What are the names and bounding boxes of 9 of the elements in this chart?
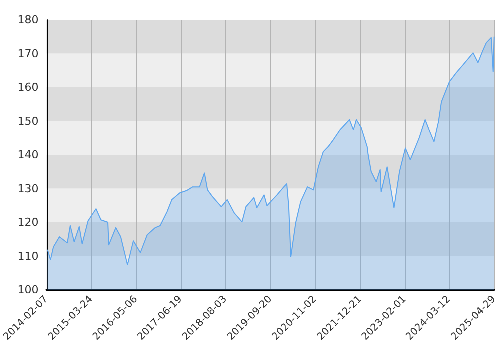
y-tick-label: 140 [18,148,39,162]
y-tick-label: 130 [18,182,39,196]
y-tick-label: 150 [18,114,39,128]
y-tick-label: 160 [18,81,39,94]
y-tick-label: 170 [18,47,39,60]
y-tick-label: 100 [18,284,39,296]
y-tick-label: 110 [18,250,39,263]
y-tick-label: 120 [18,216,39,229]
y-tick-label: 180 [18,14,39,26]
